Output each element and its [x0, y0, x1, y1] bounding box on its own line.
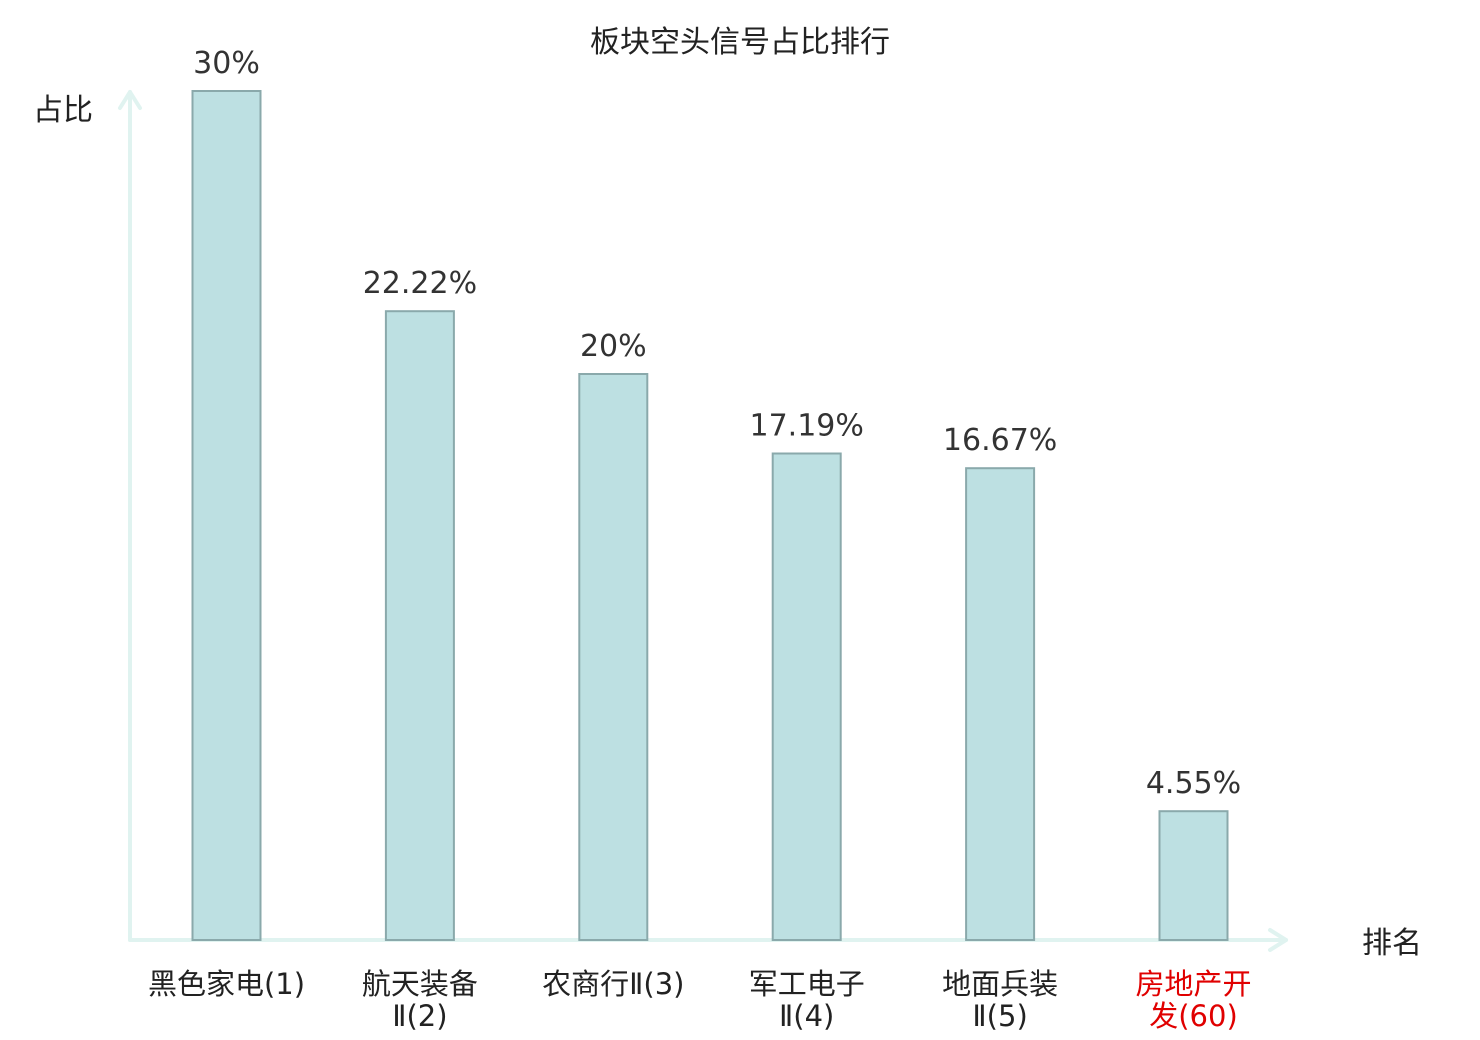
x-axis-label: 排名 [1362, 926, 1422, 961]
data-label: 4.55% [1146, 766, 1241, 801]
chart-title: 板块空头信号占比排行 [590, 25, 890, 60]
category-tick-label: Ⅱ(4) [779, 999, 834, 1033]
bar [965, 467, 1036, 941]
data-label: 17.19% [750, 409, 864, 444]
data-label: 16.67% [943, 423, 1057, 458]
x-axis-arrow [1268, 928, 1288, 952]
bar [384, 310, 455, 941]
category-tick-label: 航天装备 [362, 967, 478, 1001]
category-tick-label: 地面兵装 [942, 967, 1058, 1001]
category-tick-label: Ⅱ(2) [392, 999, 447, 1033]
bar [578, 373, 649, 941]
category-tick-label: 农商行Ⅱ(3) [542, 967, 684, 1001]
data-label: 22.22% [363, 266, 477, 301]
y-axis-label: 占比 [33, 93, 93, 128]
bar [1158, 810, 1229, 942]
category-tick-label: Ⅱ(5) [972, 999, 1027, 1033]
value-labels-group: 30% 22.22% 20% 17.19% 16.67% 4.55% [193, 46, 1241, 801]
category-tick-label: 军工电子 [749, 967, 865, 1001]
data-label: 30% [193, 46, 260, 81]
bar [771, 452, 842, 941]
bars-group [191, 90, 1229, 942]
bar [191, 90, 262, 941]
category-tick-label: 房地产开 [1135, 967, 1251, 1001]
y-axis-arrow [118, 90, 142, 110]
category-tick-label: 黑色家电(1) [148, 967, 305, 1001]
category-tick-label: 发(60) [1149, 999, 1238, 1033]
data-label: 20% [580, 329, 647, 364]
